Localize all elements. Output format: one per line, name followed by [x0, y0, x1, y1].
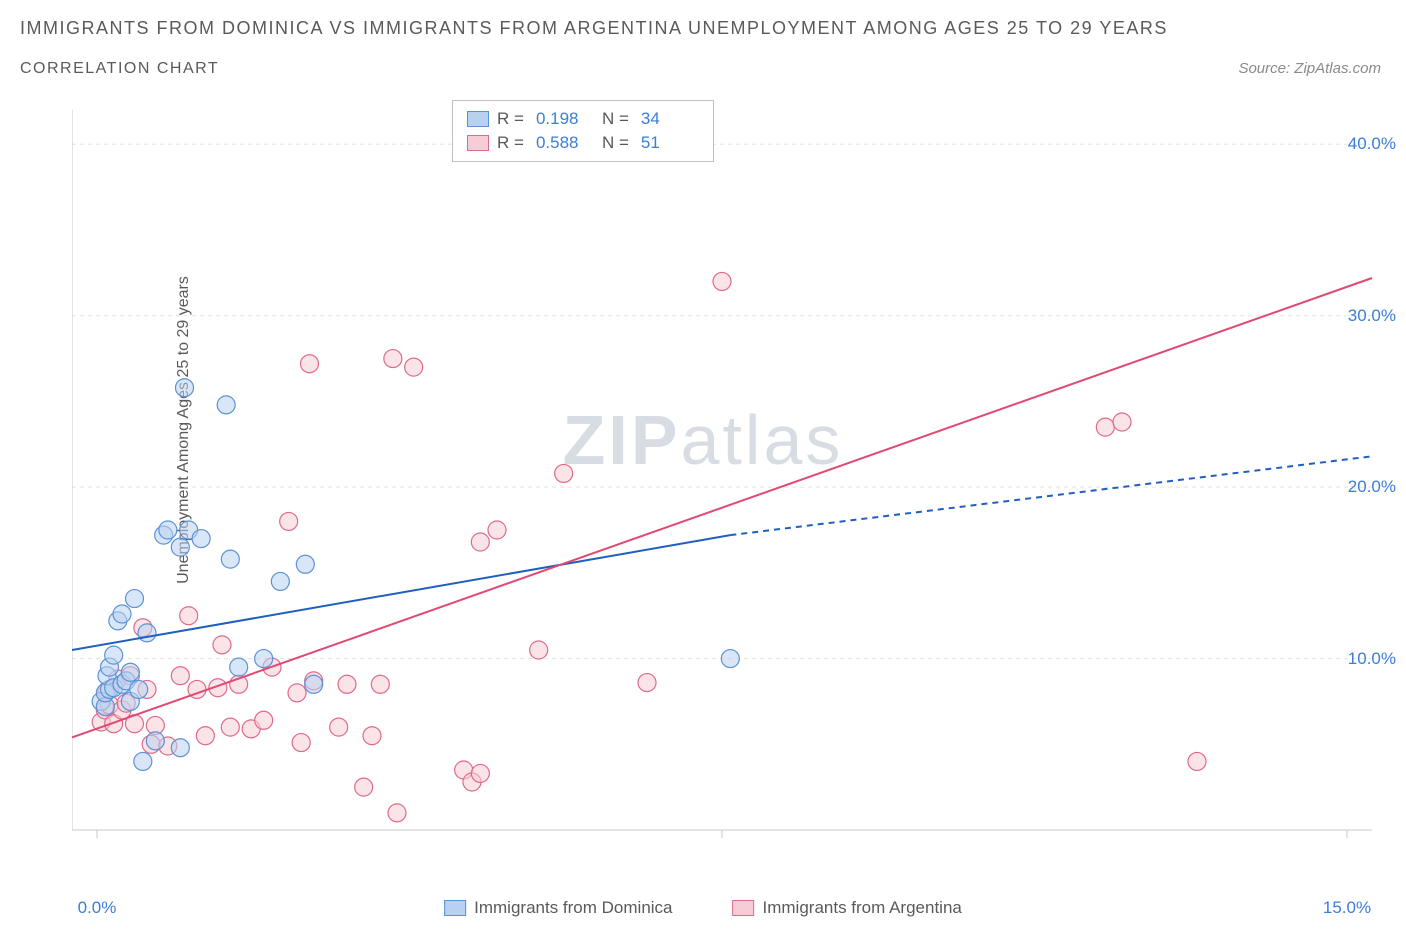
r-label: R = — [497, 109, 524, 129]
source-label: Source: ZipAtlas.com — [1238, 60, 1381, 77]
n-label: N = — [602, 109, 629, 129]
legend-item: Immigrants from Argentina — [733, 898, 962, 918]
legend-swatch-icon — [444, 900, 466, 916]
r-label: R = — [497, 133, 524, 153]
y-tick-label: 40.0% — [1348, 134, 1396, 154]
chart-subtitle: CORRELATION CHART — [20, 60, 219, 78]
x-tick-label: 15.0% — [1323, 898, 1371, 918]
x-tick-label: 0.0% — [78, 898, 117, 918]
scatter-plot — [72, 100, 1382, 870]
legend-label: Immigrants from Dominica — [474, 898, 672, 918]
n-value: 34 — [641, 109, 699, 129]
chart-area — [72, 100, 1382, 870]
legend-label: Immigrants from Argentina — [763, 898, 962, 918]
legend-stats-row: R = 0.588 N = 51 — [467, 131, 699, 155]
r-value: 0.588 — [536, 133, 594, 153]
y-tick-label: 30.0% — [1348, 306, 1396, 326]
legend-swatch-icon — [467, 135, 489, 151]
legend-swatch-icon — [733, 900, 755, 916]
legend-swatch-icon — [467, 111, 489, 127]
y-tick-label: 10.0% — [1348, 649, 1396, 669]
chart-title: IMMIGRANTS FROM DOMINICA VS IMMIGRANTS F… — [20, 18, 1168, 39]
legend-item: Immigrants from Dominica — [444, 898, 672, 918]
n-value: 51 — [641, 133, 699, 153]
legend-series: Immigrants from Dominica Immigrants from… — [444, 898, 962, 918]
y-tick-label: 20.0% — [1348, 477, 1396, 497]
legend-stats: R = 0.198 N = 34 R = 0.588 N = 51 — [452, 100, 714, 162]
r-value: 0.198 — [536, 109, 594, 129]
n-label: N = — [602, 133, 629, 153]
legend-stats-row: R = 0.198 N = 34 — [467, 107, 699, 131]
